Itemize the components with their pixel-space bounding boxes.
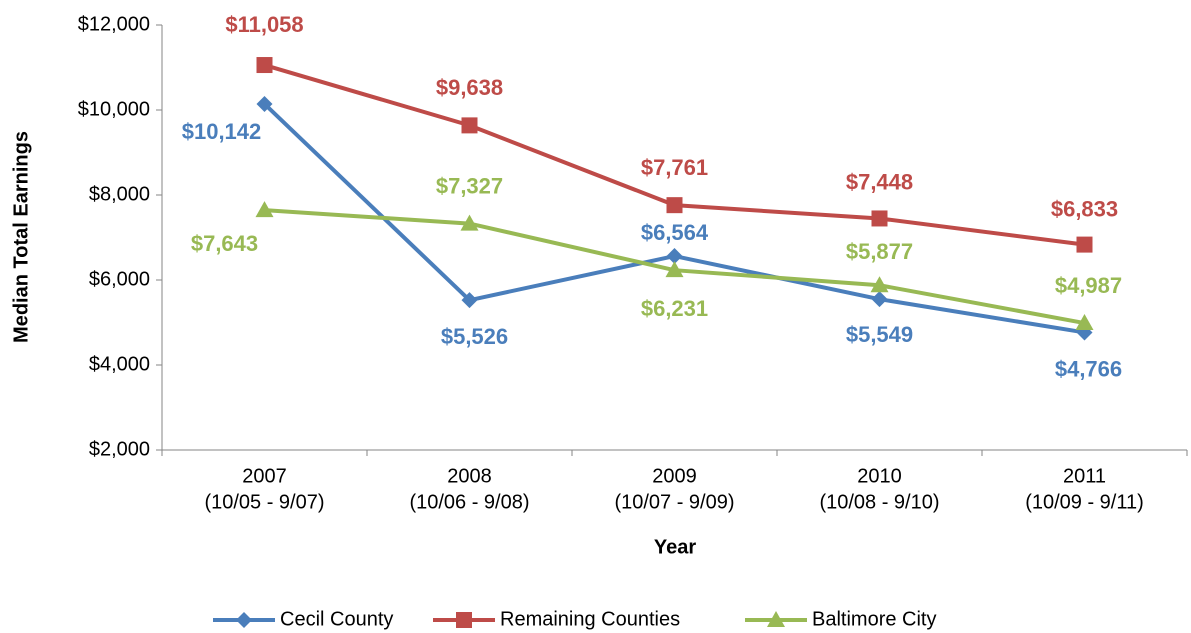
x-tick-sublabel: (10/05 - 9/07) — [204, 491, 324, 513]
marker — [666, 197, 683, 214]
y-tick-label: $10,000 — [78, 98, 150, 120]
x-tick-label: 2011 — [1063, 465, 1106, 487]
data-label: $10,142 — [182, 119, 262, 144]
marker — [256, 57, 273, 74]
data-label: $5,877 — [846, 239, 913, 264]
data-label: $11,058 — [225, 12, 303, 37]
marker — [236, 612, 252, 628]
marker — [256, 95, 273, 112]
data-label: $7,643 — [191, 231, 258, 256]
data-label: $6,833 — [1051, 196, 1118, 221]
data-label: $6,231 — [641, 296, 708, 321]
y-tick-label: $12,000 — [78, 13, 150, 35]
x-tick-sublabel: (10/09 - 9/11) — [1025, 491, 1144, 513]
marker — [456, 612, 472, 628]
x-tick-label: 2010 — [857, 465, 902, 487]
data-label: $7,761 — [641, 155, 708, 180]
marker — [1075, 314, 1094, 331]
data-label: $5,526 — [441, 324, 508, 349]
x-tick-sublabel: (10/06 - 9/08) — [409, 491, 529, 513]
x-tick-sublabel: (10/07 - 9/09) — [614, 491, 734, 513]
data-label: $7,448 — [846, 169, 913, 194]
data-label: $6,564 — [641, 220, 709, 245]
marker — [460, 214, 479, 231]
x-tick-label: 2007 — [242, 465, 287, 487]
marker — [767, 611, 785, 627]
legend-label: Baltimore City — [812, 608, 936, 630]
marker — [870, 276, 889, 293]
y-axis-title: Median Total Earnings — [10, 131, 32, 343]
marker — [1076, 236, 1093, 253]
y-tick-label: $6,000 — [89, 268, 150, 290]
y-tick-label: $4,000 — [89, 353, 150, 375]
legend-label: Remaining Counties — [500, 608, 680, 630]
marker — [666, 248, 683, 265]
marker — [871, 210, 888, 227]
y-tick-label: $8,000 — [89, 183, 150, 205]
marker — [461, 292, 478, 309]
data-label: $9,638 — [436, 75, 503, 100]
y-tick-label: $2,000 — [89, 438, 150, 460]
data-label: $4,987 — [1055, 273, 1122, 298]
legend-label: Cecil County — [280, 608, 393, 630]
x-tick-label: 2009 — [652, 465, 697, 487]
data-label: $4,766 — [1055, 356, 1122, 381]
marker — [871, 291, 888, 308]
data-label: $5,549 — [846, 322, 913, 347]
marker — [665, 261, 684, 278]
data-label: $7,327 — [436, 173, 503, 198]
marker — [255, 201, 274, 218]
x-tick-sublabel: (10/08 - 9/10) — [819, 491, 939, 513]
marker — [461, 117, 478, 134]
x-axis-title: Year — [654, 536, 696, 558]
x-tick-label: 2008 — [447, 465, 492, 487]
